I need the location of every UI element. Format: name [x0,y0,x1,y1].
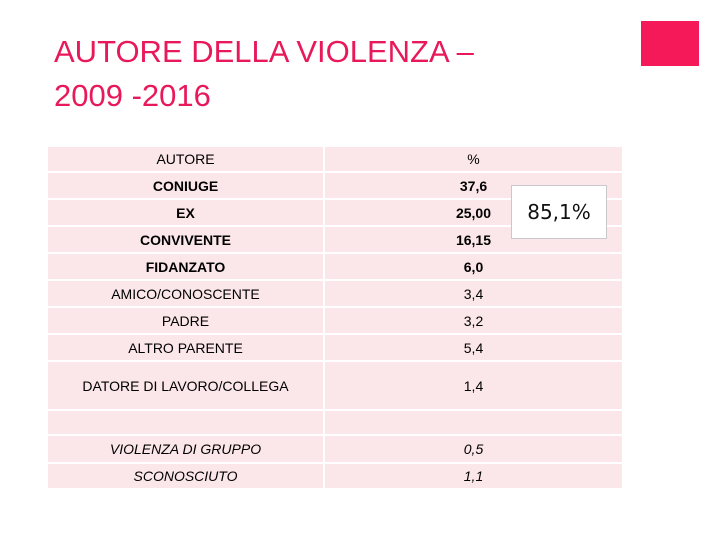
row-value: 1,1 [323,462,624,490]
table-row: ALTRO PARENTE 5,4 [46,333,624,362]
row-label: FIDANZATO [46,252,325,281]
row-label: VIOLENZA DI GRUPPO [46,434,325,464]
table-row: CONVIVENTE 16,15 [46,225,624,254]
row-value: 16,15 [323,225,624,254]
row-label: SCONOSCIUTO [46,462,325,490]
table-row: VIOLENZA DI GRUPPO 0,5 [46,434,624,464]
row-label: CONIUGE [46,171,325,200]
header-author: AUTORE [46,145,325,173]
author-table: AUTORE % CONIUGE 37,6 EX 25,00 CONVIVENT… [46,145,624,490]
total-percent-callout: 85,1% [511,185,607,239]
table-row: AMICO/CONOSCENTE 3,4 [46,279,624,308]
row-label: EX [46,198,325,227]
row-value: 3,2 [323,306,624,335]
row-label [46,409,325,436]
row-value: 5,4 [323,333,624,362]
row-label: PADRE [46,306,325,335]
header-percent: % [323,145,624,173]
row-label: DATORE DI LAVORO/COLLEGA [46,360,325,411]
row-label: ALTRO PARENTE [46,333,325,362]
table-row: CONIUGE 37,6 [46,171,624,200]
table-row-empty [46,409,624,436]
table-row: DATORE DI LAVORO/COLLEGA 1,4 [46,360,624,411]
row-label: AMICO/CONOSCENTE [46,279,325,308]
table-row: PADRE 3,2 [46,306,624,335]
row-value: 6,0 [323,252,624,281]
row-value: 0,5 [323,434,624,464]
table-row: SCONOSCIUTO 1,1 [46,462,624,490]
slide-title: AUTORE DELLA VIOLENZA – 2009 -2016 [54,34,474,113]
table-header-row: AUTORE % [46,145,624,173]
accent-square [641,21,699,66]
row-value: 3,4 [323,279,624,308]
table-row: FIDANZATO 6,0 [46,252,624,281]
row-label: CONVIVENTE [46,225,325,254]
row-value: 1,4 [323,360,624,411]
row-value [323,409,624,436]
